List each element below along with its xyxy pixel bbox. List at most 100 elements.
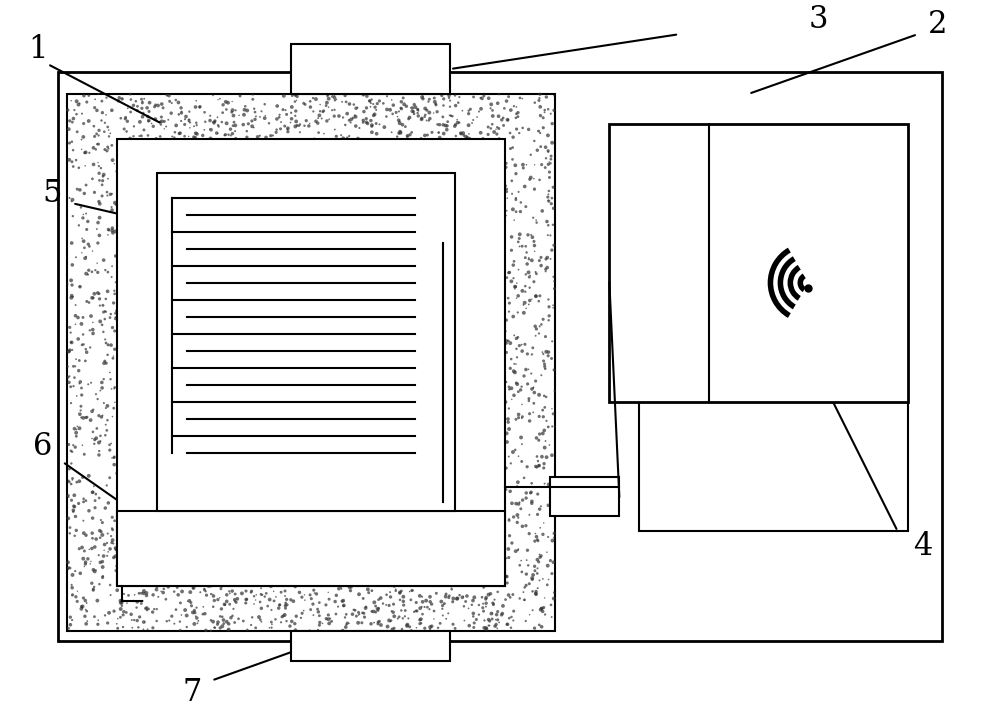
Point xyxy=(343,582,359,593)
Point xyxy=(181,114,197,125)
Point xyxy=(499,95,515,107)
Point xyxy=(414,112,430,124)
Point xyxy=(76,545,92,557)
Point xyxy=(358,103,374,114)
Point xyxy=(298,115,314,126)
Point xyxy=(475,602,491,614)
Point xyxy=(441,590,457,602)
Point xyxy=(92,293,108,305)
Point xyxy=(62,192,78,204)
Point xyxy=(238,585,254,597)
Point xyxy=(224,585,240,597)
Point xyxy=(412,614,428,626)
Point xyxy=(81,470,97,481)
Point xyxy=(511,409,527,420)
Point xyxy=(108,276,124,288)
Point xyxy=(537,478,553,489)
Point xyxy=(528,375,544,387)
Point xyxy=(90,614,106,626)
Point xyxy=(488,619,504,630)
Point xyxy=(211,121,227,132)
Point xyxy=(543,198,559,209)
Point xyxy=(347,110,363,121)
Point xyxy=(383,591,399,602)
Point xyxy=(521,528,537,539)
Point xyxy=(382,104,398,115)
Point xyxy=(321,114,337,125)
Point xyxy=(522,282,538,293)
Point xyxy=(64,117,80,128)
Point xyxy=(97,305,113,317)
Point xyxy=(129,602,145,613)
Point xyxy=(392,587,408,598)
Point xyxy=(539,579,555,590)
Point xyxy=(275,104,291,115)
Point xyxy=(358,113,374,125)
Point xyxy=(540,219,556,231)
Point xyxy=(501,91,517,103)
Point xyxy=(81,265,97,276)
Point xyxy=(301,120,317,132)
Point xyxy=(223,123,239,135)
Point xyxy=(531,93,547,104)
Point xyxy=(170,589,186,600)
Point xyxy=(540,347,556,358)
Point xyxy=(368,104,384,115)
Point xyxy=(355,593,371,604)
Point xyxy=(318,600,334,611)
Point xyxy=(91,578,107,590)
Point xyxy=(541,310,557,322)
Point xyxy=(481,614,497,625)
Point xyxy=(66,372,82,383)
Point xyxy=(537,402,553,413)
Point xyxy=(509,352,525,363)
Point xyxy=(533,252,549,263)
Point xyxy=(88,533,104,545)
Point xyxy=(469,111,485,122)
Point xyxy=(84,433,100,444)
Point xyxy=(386,611,402,622)
Point xyxy=(141,115,157,126)
Point xyxy=(116,588,132,600)
Point xyxy=(274,611,290,622)
Point xyxy=(292,127,308,138)
Point xyxy=(498,484,514,496)
Point xyxy=(541,156,557,167)
Point xyxy=(388,107,404,118)
Point xyxy=(116,123,132,135)
Point xyxy=(264,622,280,634)
Point xyxy=(403,102,419,113)
Point xyxy=(72,184,88,196)
Point xyxy=(434,90,450,101)
Point xyxy=(254,590,270,601)
Point xyxy=(72,281,88,293)
Point xyxy=(88,144,104,155)
Point xyxy=(76,188,92,199)
Point xyxy=(205,117,221,128)
Point xyxy=(508,358,524,370)
Point xyxy=(499,619,515,630)
Point xyxy=(273,617,289,628)
Point xyxy=(503,382,519,394)
Point xyxy=(84,292,100,303)
Point xyxy=(458,131,474,142)
Point xyxy=(385,100,401,111)
Point xyxy=(88,389,104,400)
Point xyxy=(518,268,534,280)
Point xyxy=(69,108,85,120)
Point xyxy=(83,556,99,567)
Point xyxy=(324,616,340,627)
Point xyxy=(455,127,471,139)
Point xyxy=(227,588,243,600)
Point xyxy=(356,106,372,117)
Point xyxy=(381,600,397,611)
Point xyxy=(99,145,115,157)
FancyBboxPatch shape xyxy=(550,477,619,516)
Point xyxy=(364,120,380,131)
Point xyxy=(181,116,197,127)
Point xyxy=(364,585,380,597)
Point xyxy=(161,90,177,101)
Point xyxy=(107,515,123,526)
Point xyxy=(441,93,457,104)
Point xyxy=(135,107,151,118)
